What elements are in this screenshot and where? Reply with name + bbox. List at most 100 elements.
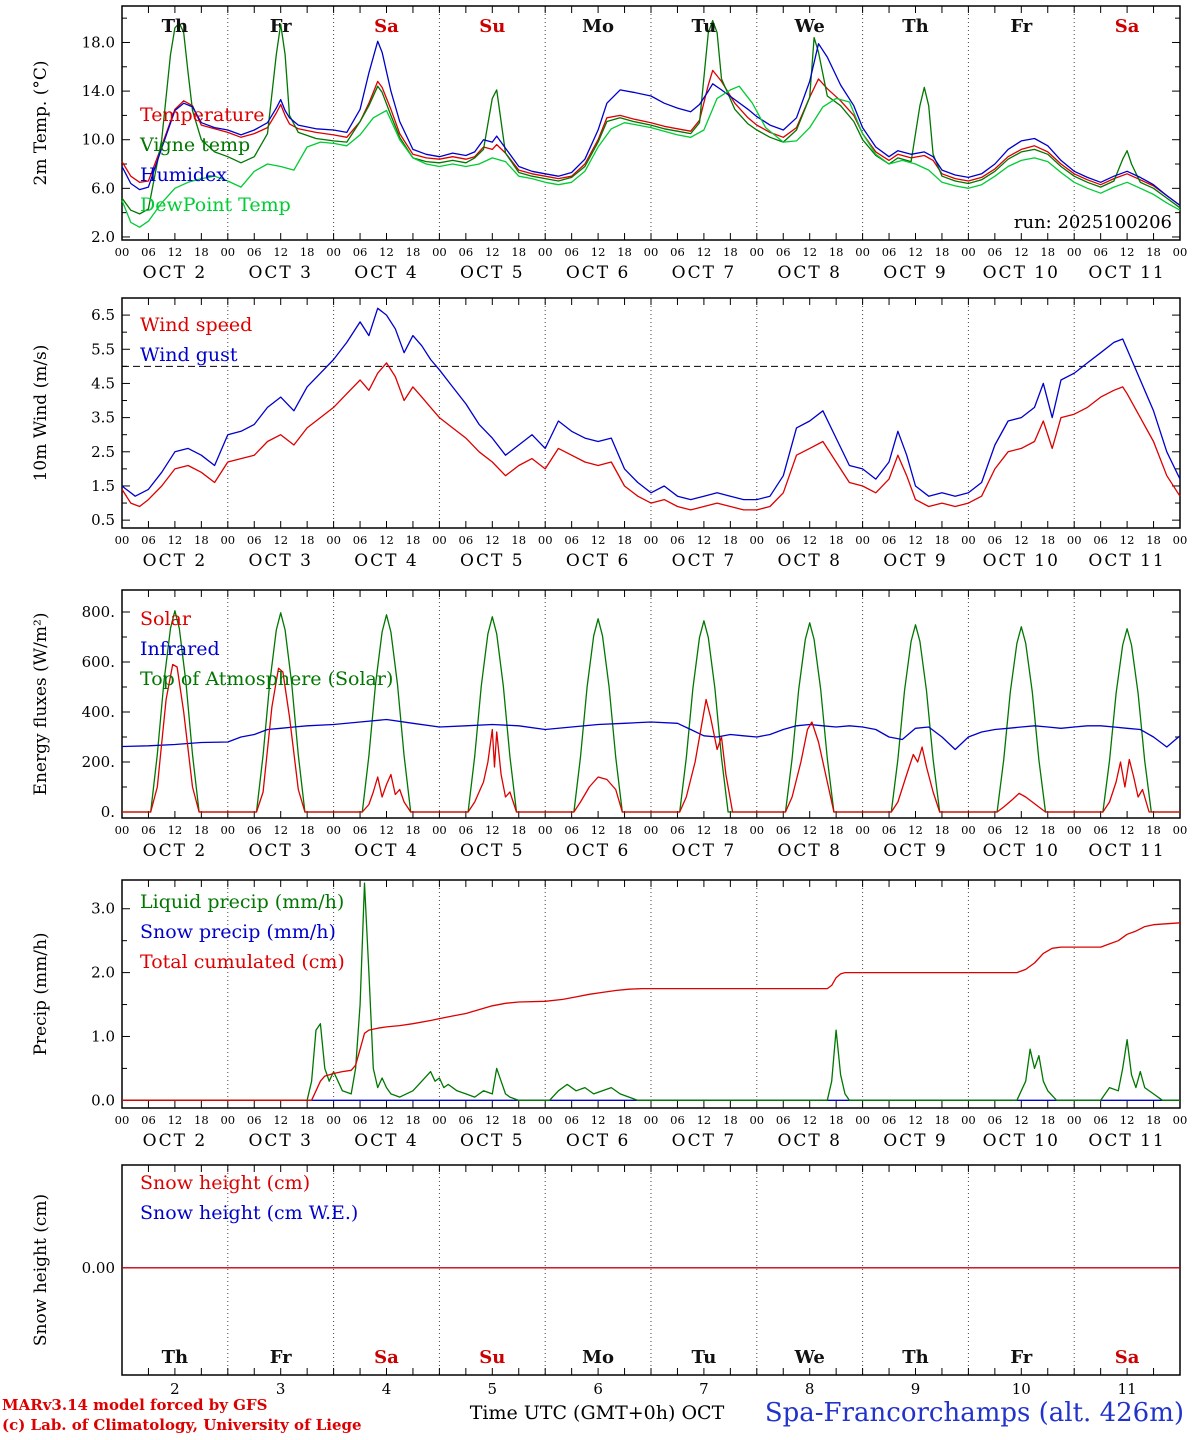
hour-tick-label: 12 <box>802 533 817 547</box>
oct-label: OCT 9 <box>883 551 948 571</box>
hour-tick-label: 00 <box>961 533 976 547</box>
day-number: 7 <box>699 1380 709 1398</box>
day-number: 6 <box>593 1380 603 1398</box>
y-axis-label-wind: 10m Wind (m/s) <box>31 345 51 482</box>
hour-tick-label: 06 <box>1093 1113 1108 1127</box>
hour-tick-label: 18 <box>935 245 950 259</box>
hour-tick-label: 18 <box>723 1113 738 1127</box>
oct-label: OCT 10 <box>983 263 1060 283</box>
hour-tick-label: 18 <box>617 823 632 837</box>
oct-label: OCT 7 <box>672 263 737 283</box>
hour-tick-label: 18 <box>406 533 421 547</box>
day-of-week-top: We <box>794 16 825 37</box>
hour-tick-label: 18 <box>829 533 844 547</box>
hour-tick-label: 06 <box>459 245 474 259</box>
day-number: 3 <box>276 1380 286 1398</box>
hour-tick-label: 12 <box>697 823 712 837</box>
hour-tick-label: 06 <box>247 1113 262 1127</box>
hour-tick-label: 18 <box>935 533 950 547</box>
hour-tick-label: 00 <box>644 533 659 547</box>
hour-tick-label: 12 <box>802 1113 817 1127</box>
hour-tick-label: 12 <box>591 245 606 259</box>
hour-tick-label: 12 <box>697 533 712 547</box>
oct-label: OCT 5 <box>460 551 525 571</box>
hour-tick-label: 00 <box>432 823 447 837</box>
hour-tick-label: 12 <box>1014 1113 1029 1127</box>
hour-tick-label: 12 <box>168 823 183 837</box>
hour-tick-label: 06 <box>564 1113 579 1127</box>
hour-tick-label: 12 <box>273 823 288 837</box>
series-top-of-atmosphere-solar <box>122 610 1180 813</box>
legend-solar: Solar <box>140 608 192 630</box>
legend-wind-gust: Wind gust <box>140 344 238 366</box>
hour-tick-label: 00 <box>749 823 764 837</box>
y-tick-label: 3.0 <box>91 900 115 918</box>
oct-label: OCT 11 <box>1088 1131 1165 1151</box>
hour-tick-label: 00 <box>326 823 341 837</box>
day-of-week-top: Su <box>479 16 505 37</box>
series-humidex <box>121 40 1181 206</box>
y-tick-label: 400. <box>82 703 115 721</box>
hour-tick-label: 18 <box>935 823 950 837</box>
time-axis-label: Time UTC (GMT+0h) OCT <box>469 1402 725 1424</box>
day-number: 10 <box>1012 1380 1031 1398</box>
hour-tick-label: 18 <box>511 823 526 837</box>
legend-humidex: Humidex <box>140 164 227 186</box>
hour-tick-label: 06 <box>776 533 791 547</box>
hour-tick-label: 00 <box>538 1113 553 1127</box>
hour-tick-label: 12 <box>379 533 394 547</box>
hour-tick-label: 06 <box>1093 823 1108 837</box>
hour-tick-label: 06 <box>776 823 791 837</box>
hour-tick-label: 18 <box>194 823 209 837</box>
y-tick-label: 200. <box>82 753 115 771</box>
day-number: 11 <box>1118 1380 1137 1398</box>
day-of-week-top: Fr <box>270 16 292 37</box>
hour-tick-label: 00 <box>644 823 659 837</box>
oct-label: OCT 6 <box>566 1131 631 1151</box>
oct-label: OCT 3 <box>248 1131 313 1151</box>
hour-tick-label: 06 <box>670 533 685 547</box>
series-vigne-temp <box>121 19 1181 215</box>
series-liquid-precip-mm-h <box>122 882 1180 1101</box>
hour-tick-label: 18 <box>300 245 315 259</box>
hour-tick-label: 00 <box>1173 245 1188 259</box>
day-of-week-bottom: Fr <box>1010 1347 1032 1368</box>
hour-tick-label: 06 <box>564 823 579 837</box>
hour-tick-label: 12 <box>908 533 923 547</box>
hour-tick-label: 12 <box>485 245 500 259</box>
hour-tick-label: 06 <box>1093 533 1108 547</box>
oct-label: OCT 8 <box>777 1131 842 1151</box>
y-tick-label: 18.0 <box>82 33 115 51</box>
day-number: 4 <box>382 1380 392 1398</box>
hour-tick-label: 06 <box>353 533 368 547</box>
oct-label: OCT 3 <box>248 263 313 283</box>
y-tick-label: 0.0 <box>91 1091 115 1109</box>
hour-tick-label: 12 <box>591 1113 606 1127</box>
y-tick-label: 2.0 <box>91 228 115 246</box>
oct-label: OCT 4 <box>354 263 419 283</box>
y-axis-label-energy: Energy fluxes (W/m²) <box>31 613 51 796</box>
day-of-week-top: Tu <box>691 16 716 37</box>
hour-tick-label: 18 <box>723 823 738 837</box>
day-of-week-bottom: Tu <box>691 1347 716 1368</box>
day-of-week-bottom: Sa <box>374 1347 399 1368</box>
hour-tick-label: 00 <box>961 823 976 837</box>
legend-snow-height-cm-w-e: Snow height (cm W.E.) <box>140 1202 358 1224</box>
y-tick-label: 800. <box>82 603 115 621</box>
day-of-week-bottom: Th <box>162 1347 188 1368</box>
oct-label: OCT 9 <box>883 263 948 283</box>
hour-tick-label: 18 <box>1146 533 1161 547</box>
hour-tick-label: 00 <box>220 245 235 259</box>
oct-label: OCT 11 <box>1088 841 1165 861</box>
legend-total-cumulated-cm: Total cumulated (cm) <box>140 951 345 973</box>
hour-tick-label: 00 <box>432 245 447 259</box>
hour-tick-label: 00 <box>220 1113 235 1127</box>
y-axis-label-precip: Precip (mm/h) <box>31 932 51 1055</box>
hour-tick-label: 00 <box>1173 1113 1188 1127</box>
hour-tick-label: 12 <box>168 1113 183 1127</box>
hour-tick-label: 18 <box>1040 533 1055 547</box>
y-tick-label: 2.5 <box>91 443 115 461</box>
hour-tick-label: 00 <box>749 245 764 259</box>
hour-tick-label: 12 <box>1014 533 1029 547</box>
